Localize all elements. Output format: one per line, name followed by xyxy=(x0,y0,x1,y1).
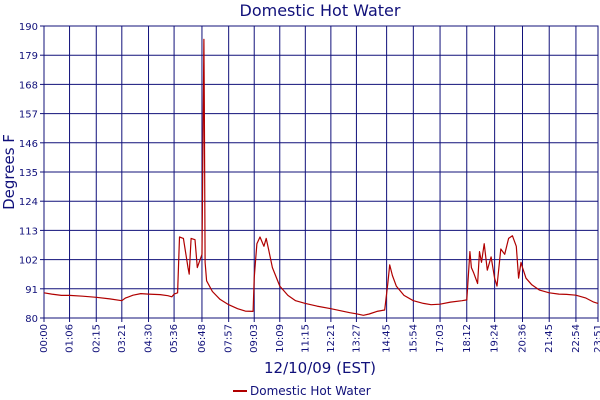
x-tick-label: 01:06 xyxy=(65,324,76,353)
x-tick-label: 07:57 xyxy=(224,324,235,353)
y-tick-label: 135 xyxy=(19,168,38,179)
y-tick-label: 124 xyxy=(19,197,38,208)
y-axis: 80 91 102 113 124 135 146 157 168 179 190 xyxy=(19,22,44,325)
y-tick-label: 190 xyxy=(19,22,38,33)
x-tick-label: 06:48 xyxy=(197,324,208,353)
x-tick-label: 22:54 xyxy=(571,324,582,353)
y-tick-label: 102 xyxy=(19,256,38,267)
x-tick-label: 19:24 xyxy=(490,324,501,353)
x-axis-label: 12/10/09 (EST) xyxy=(264,359,376,377)
legend-label: Domestic Hot Water xyxy=(250,384,371,398)
series-line-domestic-hot-water xyxy=(43,38,599,316)
y-tick-label: 168 xyxy=(19,80,38,91)
x-tick-label: 20:36 xyxy=(518,324,529,353)
x-axis: 00:00 01:06 02:15 03:21 04:30 05:36 06:48 07:57… xyxy=(39,318,600,353)
x-tick-label: 05:36 xyxy=(169,324,180,353)
y-tick-label: 179 xyxy=(19,51,38,62)
x-tick-label: 09:03 xyxy=(249,324,260,353)
x-tick-label: 11:15 xyxy=(300,324,311,353)
y-tick-label: 80 xyxy=(25,314,38,325)
x-tick-label: 17:03 xyxy=(435,324,446,353)
y-axis-label: Degrees F xyxy=(0,134,18,210)
x-tick-label: 03:21 xyxy=(117,324,128,353)
x-tick-label: 02:15 xyxy=(91,324,102,353)
x-tick-label: 00:00 xyxy=(39,324,50,353)
y-tick-label: 91 xyxy=(25,285,38,296)
x-tick-label: 10:09 xyxy=(275,324,286,353)
chart-title: Domestic Hot Water xyxy=(240,1,401,20)
x-tick-label: 12:21 xyxy=(326,324,337,353)
x-tick-label: 13:27 xyxy=(351,324,362,353)
x-tick-label: 14:45 xyxy=(382,324,393,353)
x-tick-label: 04:30 xyxy=(144,324,155,353)
y-tick-label: 113 xyxy=(19,226,38,237)
y-tick-label: 146 xyxy=(19,139,38,150)
y-tick-label: 157 xyxy=(19,110,38,121)
legend: Domestic Hot Water xyxy=(233,384,371,398)
x-tick-label: 18:12 xyxy=(462,324,473,353)
x-tick-label: 15:54 xyxy=(408,324,419,353)
series-layer xyxy=(43,38,599,316)
x-tick-label: 23:51 xyxy=(593,324,600,353)
x-tick-label: 21:45 xyxy=(544,324,555,353)
